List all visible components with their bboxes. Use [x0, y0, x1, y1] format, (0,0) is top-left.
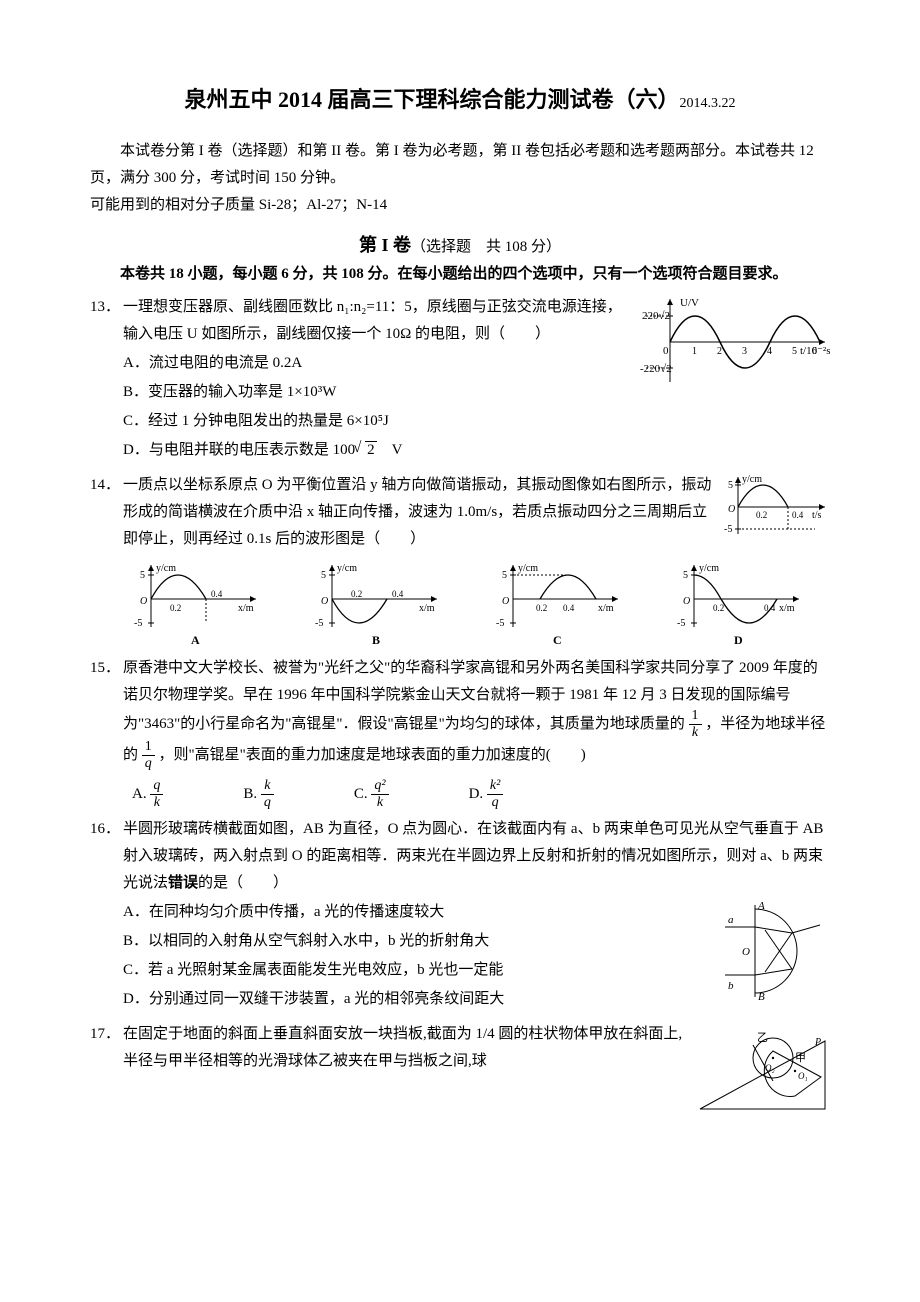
svg-text:5: 5 — [502, 570, 507, 581]
section-1-instruction: 本卷共 18 小题，每小题 6 分，共 108 分。在每小题给出的四个选项中，只… — [90, 261, 830, 288]
svg-text:A: A — [757, 900, 765, 912]
q15-number: 15． — [90, 655, 120, 682]
svg-text:0.4: 0.4 — [792, 510, 804, 520]
section-1-title-main: 第 I 卷 — [359, 235, 411, 255]
svg-text:乙: 乙 — [757, 1031, 768, 1044]
svg-text:a: a — [728, 914, 734, 926]
svg-text:220√2: 220√2 — [642, 310, 670, 322]
svg-text:O: O — [683, 596, 690, 607]
svg-text:x/m: x/m — [598, 603, 614, 614]
svg-text:-220√2: -220√2 — [640, 363, 672, 375]
svg-text:-5: -5 — [677, 618, 685, 629]
svg-text:2: 2 — [717, 346, 722, 357]
question-17: 17． 乙 甲 O₁ O₂ P 在固定于地面的斜面上垂直斜面安放一块挡板,截面为… — [90, 1021, 830, 1116]
svg-text:x/m: x/m — [419, 603, 435, 614]
svg-text:y/cm: y/cm — [518, 563, 538, 574]
svg-text:B: B — [758, 991, 765, 1003]
svg-text:b: b — [728, 980, 734, 992]
svg-text:y/cm: y/cm — [156, 563, 176, 574]
q13-number: 13． — [90, 294, 120, 321]
svg-text:t/s: t/s — [812, 510, 822, 521]
svg-text:0.2: 0.2 — [351, 589, 362, 599]
intro-paragraph-1: 本试卷分第 I 卷（选择题）和第 II 卷。第 I 卷为必考题，第 II 卷包括… — [90, 138, 830, 192]
q15-opt-B: B. kq — [243, 779, 274, 810]
svg-text:-5: -5 — [134, 618, 142, 629]
q14-number: 14． — [90, 472, 120, 499]
svg-text:0.4: 0.4 — [764, 603, 776, 613]
q14-figure: y/cm t/s 5 -5 O 0.2 0.4 — [720, 472, 830, 542]
intro-paragraph-2: 可能用到的相对分子质量 Si-28；Al-27；N-14 — [90, 192, 830, 219]
svg-text:O₂: O₂ — [765, 1063, 775, 1073]
svg-text:A: A — [191, 633, 200, 647]
q13-opt-D: D．与电阻并联的电压表示数是 1002 V — [123, 437, 830, 464]
svg-text:-5: -5 — [315, 618, 323, 629]
svg-text:-5: -5 — [724, 524, 732, 535]
svg-text:0.4: 0.4 — [392, 589, 404, 599]
question-14: 14． y/cm t/s 5 -5 O 0.2 0.4 一质点以坐标系原点 O … — [90, 472, 830, 649]
q13-opt-C: C．经过 1 分钟电阻发出的热量是 6×10⁵J — [123, 408, 830, 435]
svg-text:5: 5 — [321, 570, 326, 581]
svg-text:O: O — [321, 596, 328, 607]
svg-text:O: O — [140, 596, 147, 607]
title-main: 泉州五中 2014 届高三下理科综合能力测试卷（六） — [184, 87, 679, 112]
svg-text:甲: 甲 — [795, 1052, 806, 1064]
svg-text:0.2: 0.2 — [536, 603, 547, 613]
q17-number: 17． — [90, 1021, 120, 1048]
svg-text:0: 0 — [663, 345, 669, 357]
q15-frac-2: 1q — [142, 740, 155, 771]
svg-text:U/V: U/V — [680, 297, 699, 309]
q15-opt-A: A. qk — [132, 779, 163, 810]
section-1-title: 第 I 卷（选择题 共 108 分） — [90, 229, 830, 261]
svg-text:C: C — [553, 633, 562, 647]
svg-text:B: B — [372, 633, 380, 647]
svg-text:0.4: 0.4 — [563, 603, 575, 613]
svg-text:D: D — [734, 633, 743, 647]
q15-text-3: ，则"高锟星"表面的重力加速度是地球表面的重力加速度的( ) — [159, 747, 586, 763]
question-13: 13． U/V t/10⁻²s 220√2 -220√2 0 1 2 3 4 5… — [90, 294, 830, 466]
q15-frac-1: 1k — [689, 709, 702, 740]
q14-opt-C-fig: y/cm x/m 5 -5 O 0.2 0.4 C — [488, 559, 628, 649]
svg-text:-5: -5 — [496, 618, 504, 629]
svg-text:6: 6 — [812, 346, 817, 357]
svg-text:5: 5 — [728, 480, 733, 491]
page-title: 泉州五中 2014 届高三下理科综合能力测试卷（六）2014.3.22 — [90, 80, 830, 120]
q16-figure: a b O A B — [710, 897, 830, 1007]
svg-text:0.2: 0.2 — [756, 510, 767, 520]
svg-text:x/m: x/m — [779, 603, 795, 614]
svg-text:5: 5 — [792, 346, 797, 357]
question-16: 16． 半圆形玻璃砖横截面如图，AB 为直径，O 点为圆心．在该截面内有 a、b… — [90, 816, 830, 1015]
svg-text:y/cm: y/cm — [742, 474, 762, 485]
svg-text:0.4: 0.4 — [211, 589, 223, 599]
q14-opt-B-fig: y/cm x/m 5 -5 O 0.2 0.4 B — [307, 559, 447, 649]
svg-text:O: O — [728, 504, 735, 515]
svg-text:0.2: 0.2 — [713, 603, 724, 613]
title-sub: 2014.3.22 — [680, 96, 736, 111]
svg-text:0.2: 0.2 — [170, 603, 181, 613]
svg-text:P: P — [814, 1037, 821, 1048]
svg-text:x/m: x/m — [238, 603, 254, 614]
svg-text:1: 1 — [692, 346, 697, 357]
svg-text:4: 4 — [767, 346, 772, 357]
svg-text:y/cm: y/cm — [699, 563, 719, 574]
svg-text:3: 3 — [742, 346, 747, 357]
section-1-title-sub: （选择题 共 108 分） — [411, 239, 561, 255]
q13-figure: U/V t/10⁻²s 220√2 -220√2 0 1 2 3 4 5 6 — [640, 294, 830, 389]
q15-opt-D: D. k²q — [469, 779, 504, 810]
q16-number: 16． — [90, 816, 120, 843]
svg-text:O₁: O₁ — [798, 1071, 808, 1081]
svg-text:O: O — [502, 596, 509, 607]
svg-text:5: 5 — [683, 570, 688, 581]
q17-figure: 乙 甲 O₁ O₂ P — [695, 1021, 830, 1116]
svg-text:5: 5 — [140, 570, 145, 581]
q16-text: 半圆形玻璃砖横截面如图，AB 为直径，O 点为圆心．在该截面内有 a、b 两束单… — [123, 816, 830, 897]
svg-text:O: O — [742, 946, 750, 958]
q15-opt-C: C. q²k — [354, 779, 389, 810]
question-15: 15． 原香港中文大学校长、被誉为"光纤之父"的华裔科学家高锟和另外两名美国科学… — [90, 655, 830, 810]
q14-opt-A-fig: y/cm x/m 5 -5 O 0.2 0.4 A — [126, 559, 266, 649]
q14-opt-D-fig: y/cm x/m 5 -5 O 0.2 0.4 D — [669, 559, 809, 649]
svg-text:y/cm: y/cm — [337, 563, 357, 574]
